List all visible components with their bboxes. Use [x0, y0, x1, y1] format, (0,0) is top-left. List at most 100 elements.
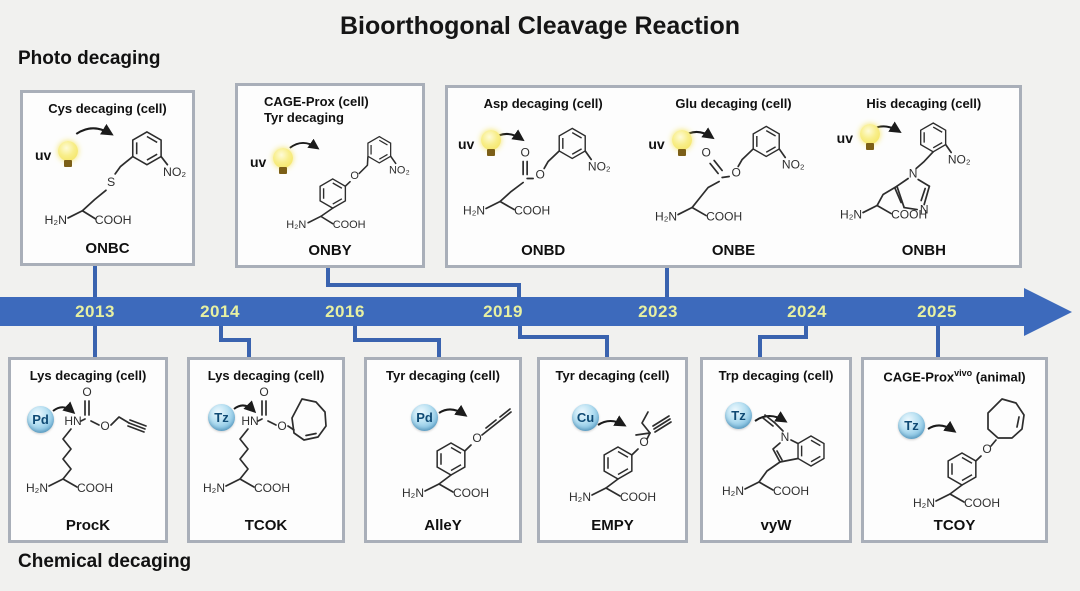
card-title: CAGE-Prox (cell) Tyr decaging [238, 94, 422, 127]
atom-h2n: H₂N [45, 213, 68, 227]
connector-2016-alley-h [353, 338, 441, 342]
card-alley: Tyr decaging (cell) Pd O H₂N COOH AlleY [364, 357, 522, 543]
atom-cooh: COOH [706, 210, 742, 224]
lightbulb-icon [860, 124, 880, 151]
pd-chip-icon: Pd [411, 404, 438, 431]
atom-o-carbonyl: O [259, 385, 268, 399]
card-title-line2: Tyr decaging [264, 110, 344, 126]
card-tcok: Lys decaging (cell) Tz HN O O H₂N COOH T… [187, 357, 345, 543]
tz-trigger: Tz [208, 404, 235, 431]
uv-label: uv [458, 135, 475, 152]
atom-n: N [781, 430, 790, 444]
atom-o: O [982, 442, 991, 456]
structure-onbc: NO₂ S H₂N COOH [45, 123, 186, 227]
structure-onby: O NO₂ H₂N COOH [286, 135, 410, 231]
compound-name: EMPY [591, 517, 634, 534]
connector-2019-empy-h [518, 335, 609, 339]
connector-2025-tcoy [936, 326, 940, 357]
atom-cooh: COOH [333, 219, 366, 231]
atom-n1: N [908, 166, 917, 180]
atom-no2: NO₂ [163, 165, 186, 179]
connector-2019-empy-v1 [518, 326, 522, 339]
card-title: Lys decaging (cell) [29, 368, 147, 383]
atom-no2: NO₂ [588, 159, 611, 173]
atom-h2n: H₂N [569, 490, 591, 504]
atom-s: S [107, 175, 115, 189]
atom-o-ester: O [535, 167, 544, 181]
card-title: Glu decaging (cell) [675, 96, 792, 111]
atom-o-ester: O [732, 165, 741, 179]
structure-onbe: NO₂ O O H₂N COOH [655, 125, 805, 224]
card-empy: Tyr decaging (cell) Cu O H₂N COOH EMPY [537, 357, 688, 543]
panel-onbe: Glu decaging (cell) uv NO₂ O O H₂N COOH [638, 88, 828, 265]
atom-o: O [350, 170, 359, 182]
atom-h2n: H₂N [840, 208, 862, 222]
structure-empy: O H₂N COOH [569, 411, 672, 504]
year-2013: 2013 [75, 302, 115, 321]
atom-o: O [639, 435, 648, 449]
atom-cooh: COOH [620, 490, 656, 504]
atom-h2n: H₂N [655, 210, 677, 224]
atom-cooh: COOH [95, 213, 132, 227]
connector-2014-tcok-v2 [247, 338, 251, 357]
section-label-chemical-decaging: Chemical decaging [18, 551, 192, 572]
uv-trigger: uv [648, 130, 692, 157]
structure-alley: O H₂N COOH [402, 404, 512, 500]
atom-h2n: H₂N [913, 496, 935, 510]
lightbulb-icon [481, 130, 502, 157]
uv-label: uv [836, 129, 853, 146]
atom-o-carbonyl: O [520, 145, 529, 159]
atom-h2n: H₂N [26, 481, 48, 495]
atom-cooh: COOH [514, 204, 550, 218]
uv-label: uv [648, 135, 665, 152]
atom-h2n: H₂N [722, 484, 744, 498]
atom-h2n: H₂N [286, 219, 306, 231]
card-group-photo-2023: Asp decaging (cell) uv NO₂ O O H₂N COOH [445, 85, 1022, 268]
connector-2024-vyw-h [758, 335, 808, 339]
compound-name: ONBE [711, 242, 756, 259]
compound-name: vyW [760, 517, 792, 534]
card-title-sup: vivo [954, 368, 973, 378]
compound-name: ONBD [521, 242, 566, 259]
section-label-photo-decaging: Photo decaging [18, 48, 161, 69]
card-title: Cys decaging (cell) [48, 101, 167, 116]
pd-trigger: Pd [27, 406, 54, 433]
uv-label: uv [35, 146, 52, 163]
connector-onbc-2013 [93, 266, 97, 297]
tz-chip-icon: Tz [208, 404, 235, 431]
tz-chip-icon: Tz [725, 402, 752, 429]
connector-2013-prock [93, 326, 97, 357]
compound-name: AlleY [424, 517, 462, 534]
connector-onby-2019-v1 [326, 268, 330, 286]
atom-hn: HN [64, 414, 81, 428]
card-title: Lys decaging (cell) [207, 368, 325, 383]
panel-onbd: Asp decaging (cell) uv NO₂ O O H₂N COOH [448, 88, 638, 265]
card-title-suffix: (animal) [975, 369, 1026, 385]
uv-trigger: uv [35, 141, 79, 168]
atom-cooh: COOH [773, 484, 809, 498]
connector-2019-empy-v2 [605, 335, 609, 357]
connector-bigbox-2023 [665, 266, 669, 297]
cu-trigger: Cu [572, 404, 599, 431]
compound-name: TCOY [933, 517, 976, 534]
structure-tcoy: O H₂N COOH [913, 398, 1025, 510]
timeline-arrowhead-icon [1024, 288, 1072, 336]
card-title: Trp decaging (cell) [718, 368, 834, 383]
atom-cooh: COOH [891, 208, 927, 222]
tz-trigger: Tz [725, 402, 752, 429]
card-title: His decaging (cell) [866, 96, 982, 111]
card-prock: Lys decaging (cell) Pd HN O O H₂N COOH P… [8, 357, 168, 543]
uv-trigger: uv [837, 124, 880, 151]
card-vyw: Trp decaging (cell) Tz N H₂N COOH vyW [700, 357, 852, 543]
lightbulb-icon [671, 130, 692, 157]
atom-o-ester: O [277, 419, 286, 433]
tz-chip-icon: Tz [898, 412, 925, 439]
atom-no2: NO₂ [948, 152, 971, 166]
atom-h2n: H₂N [203, 481, 225, 495]
card-title-base: CAGE-Prox [883, 369, 955, 385]
atom-h2n: H₂N [463, 204, 485, 218]
year-2025: 2025 [917, 302, 957, 321]
connector-2014-tcok-v1 [219, 326, 223, 341]
compound-name: ProcK [65, 517, 111, 534]
